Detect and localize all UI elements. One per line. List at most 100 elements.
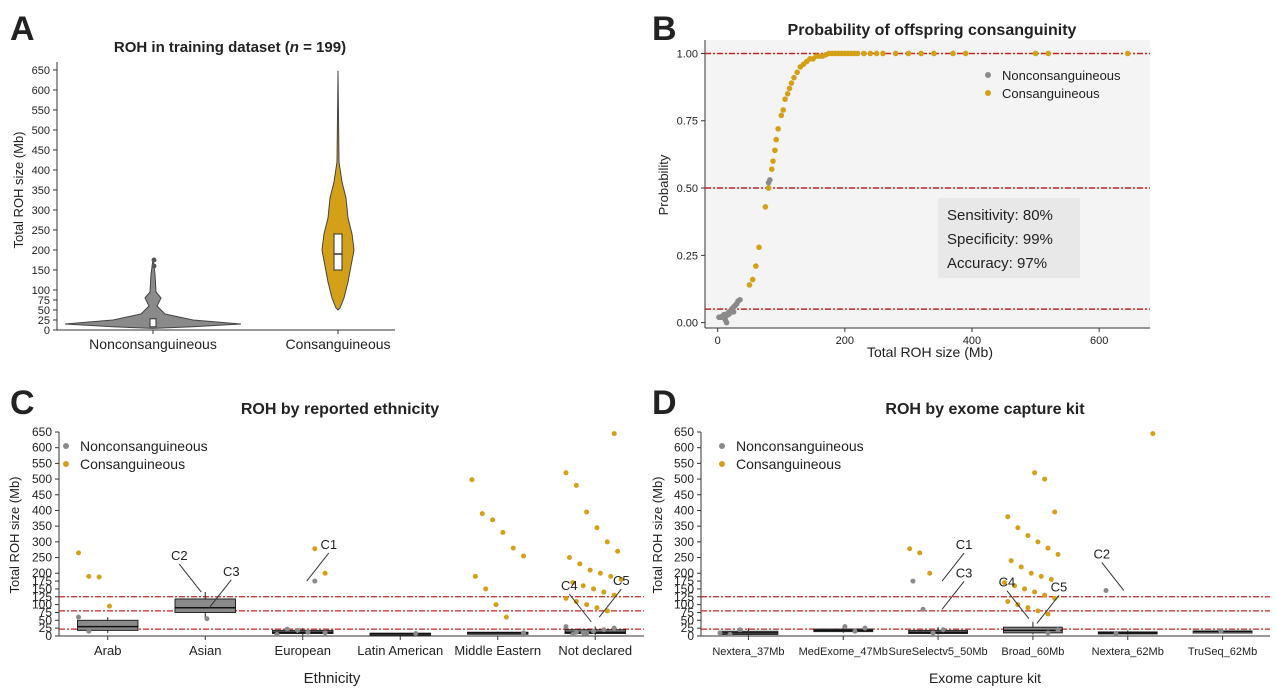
annotation-leader xyxy=(1036,595,1060,624)
y-tick-label: 350 xyxy=(32,519,52,533)
data-point-consanguineous xyxy=(577,561,583,567)
data-point-consanguineous xyxy=(563,470,569,476)
data-point-consanguineous xyxy=(1048,577,1054,583)
y-tick-label: 250 xyxy=(32,225,50,237)
data-point-consanguineous xyxy=(1015,525,1021,531)
panel-letter-d: D xyxy=(652,384,677,422)
x-tick-label: Nextera_62Mb xyxy=(1092,646,1164,658)
data-point-consanguineous xyxy=(1042,476,1048,482)
annotation-label: C2 xyxy=(1093,546,1110,561)
annotation-leader xyxy=(568,593,592,623)
y-tick-label: 350 xyxy=(674,519,694,533)
legend-label-nonconsanguineous: Nonconsanguineous xyxy=(736,438,864,454)
data-point-consanguineous xyxy=(1005,598,1011,604)
data-point-consanguineous xyxy=(1035,539,1041,545)
x-tick-label: Nextera_37Mb xyxy=(712,646,784,658)
y-tick-label: 75 xyxy=(39,605,53,619)
y-tick-label: 500 xyxy=(32,125,50,137)
y-tick-label: 0 xyxy=(687,629,694,643)
x-tick-label: Latin American xyxy=(357,643,443,658)
data-point-consanguineous xyxy=(1001,580,1007,586)
y-tick-label: 50 xyxy=(681,613,695,627)
annotation-label: C2 xyxy=(171,548,188,563)
y-tick-label: 500 xyxy=(32,472,52,486)
metric-sensitivity: Sensitivity: 80% xyxy=(947,207,1053,224)
data-point-nonconsanguineous xyxy=(591,628,597,634)
panel-b-metrics-box: Sensitivity: 80% Specificity: 99% Accura… xyxy=(938,198,1080,278)
y-tick-label: 50 xyxy=(39,613,53,627)
x-tick-label: 600 xyxy=(1090,335,1108,347)
y-tick-label: 150 xyxy=(32,582,52,596)
legend-label-consanguineous: Consanguineous xyxy=(80,456,185,472)
legend-marker-nonconsanguineous xyxy=(63,443,69,449)
y-tick-label: 75 xyxy=(681,605,695,619)
data-point-consanguineous xyxy=(597,570,603,576)
box-body xyxy=(174,598,236,613)
x-tick-label: SureSelectv5_50Mb xyxy=(889,646,988,658)
y-tick-label: 400 xyxy=(674,503,694,517)
data-point-nonconsanguineous xyxy=(521,630,527,636)
x-tick-label: Not declared xyxy=(558,643,632,658)
panel-c-marks: C1 C2 C3 C4 C5 xyxy=(59,431,644,637)
data-point-consanguineous xyxy=(1025,533,1031,539)
data-point-consanguineous xyxy=(786,85,793,92)
annotation-label: C3 xyxy=(223,564,240,579)
data-point-consanguineous xyxy=(594,605,600,611)
y-tick-label: 1.00 xyxy=(677,48,698,60)
data-point-nonconsanguineous xyxy=(284,626,290,632)
data-point-consanguineous xyxy=(753,263,759,269)
y-tick-label: 500 xyxy=(674,472,694,486)
data-point-consanguineous xyxy=(1045,611,1051,617)
legend-marker-nonconsanguineous xyxy=(719,443,725,449)
data-point-nonconsanguineous xyxy=(1103,587,1109,593)
data-point-consanguineous xyxy=(918,50,924,57)
panel-letter-a: A xyxy=(10,10,35,48)
data-point-consanguineous xyxy=(500,529,506,535)
data-point-consanguineous xyxy=(1042,592,1048,598)
y-tick-label: 125 xyxy=(674,590,694,604)
y-tick-label: 350 xyxy=(32,185,50,197)
y-tick-label: 0.00 xyxy=(677,318,698,330)
data-point-consanguineous xyxy=(322,570,328,576)
outlier-point xyxy=(151,257,157,263)
legend-label-nonconsanguineous: Nonconsanguineous xyxy=(1002,68,1121,83)
data-point-consanguineous xyxy=(1038,573,1044,579)
x-tick-label: European xyxy=(275,643,331,658)
data-point-consanguineous xyxy=(86,573,92,579)
data-point-consanguineous xyxy=(768,166,775,172)
box-consanguineous xyxy=(333,233,343,271)
y-tick-label: 75 xyxy=(38,295,50,307)
y-tick-label: 100 xyxy=(32,598,52,612)
data-point-nonconsanguineous xyxy=(584,630,590,636)
data-point-nonconsanguineous xyxy=(563,624,569,630)
data-point-consanguineous xyxy=(905,50,912,57)
y-tick-label: 400 xyxy=(32,165,50,177)
data-point-consanguineous xyxy=(608,573,614,579)
annotation-label: C5 xyxy=(613,573,630,588)
data-point-consanguineous xyxy=(780,107,786,113)
x-tick-label: 0 xyxy=(715,335,721,347)
data-point-nonconsanguineous xyxy=(727,631,733,637)
data-point-nonconsanguineous xyxy=(611,625,617,631)
data-point-consanguineous xyxy=(604,539,610,545)
y-tick-label: 25 xyxy=(38,315,50,327)
y-tick-label: 300 xyxy=(32,535,52,549)
y-tick-label: 100 xyxy=(32,285,50,297)
data-point-nonconsanguineous xyxy=(862,625,868,631)
data-point-consanguineous xyxy=(472,573,478,579)
y-tick-label: 600 xyxy=(32,85,50,97)
annotation-leader xyxy=(208,579,232,609)
data-point-nonconsanguineous xyxy=(312,578,318,584)
data-point-consanguineous xyxy=(867,50,874,57)
y-tick-label: 0 xyxy=(45,629,52,643)
data-point-consanguineous xyxy=(784,91,791,97)
data-point-consanguineous xyxy=(746,282,753,288)
data-point-nonconsanguineous xyxy=(737,627,743,633)
data-point-nonconsanguineous xyxy=(573,629,579,635)
data-point-consanguineous xyxy=(580,583,586,589)
panel-a-title: ROH in training dataset (n = 199) xyxy=(114,39,346,56)
y-tick-label: 0.50 xyxy=(677,183,698,195)
x-tick-label: Middle Eastern xyxy=(454,643,541,658)
